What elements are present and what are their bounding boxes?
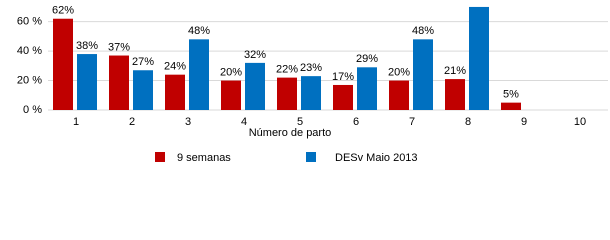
data-label: 48% — [412, 25, 434, 37]
y-tick-label: 60 % — [17, 16, 42, 28]
bar — [357, 67, 377, 110]
data-label: 27% — [132, 56, 154, 68]
data-label: 23% — [300, 62, 322, 74]
legend-label: 9 semanas — [177, 152, 231, 164]
legend-label: DESv Maio 2013 — [335, 152, 418, 164]
x-tick-label: 2 — [129, 116, 135, 128]
y-tick-label: 40 % — [17, 45, 42, 57]
bar — [469, 6, 489, 111]
data-label: 62% — [52, 5, 74, 17]
bar — [333, 84, 353, 110]
y-tick-label: 0 % — [23, 104, 42, 116]
data-label: 37% — [108, 41, 130, 53]
bar — [413, 39, 433, 111]
data-label: 20% — [388, 66, 410, 78]
data-label: 17% — [332, 71, 354, 83]
x-tick-label: 3 — [185, 116, 191, 128]
data-label: 29% — [356, 53, 378, 65]
data-label: 48% — [188, 25, 210, 37]
bar — [133, 70, 153, 110]
x-tick-label: 8 — [465, 116, 471, 128]
data-label: 32% — [244, 49, 266, 61]
bar — [189, 39, 209, 111]
bar — [501, 102, 521, 110]
data-label: 21% — [444, 65, 466, 77]
x-tick-label: 4 — [241, 116, 247, 128]
bar — [221, 80, 241, 110]
x-tick-label: 10 — [574, 116, 586, 128]
x-tick-label: 1 — [73, 116, 79, 128]
x-tick-label: 6 — [353, 116, 359, 128]
x-tick-label: 9 — [521, 116, 527, 128]
bar — [301, 76, 321, 110]
chart: Número de parto 0 %20 %40 %60 %162%38%23… — [17, 5, 608, 164]
bar — [245, 62, 265, 110]
bar — [165, 74, 185, 110]
legend-swatch — [155, 152, 165, 162]
x-tick-label: 5 — [297, 116, 303, 128]
bar — [445, 79, 465, 110]
bar — [277, 77, 297, 110]
x-tick-label: 7 — [409, 116, 415, 128]
x-axis-label: Número de parto — [249, 127, 332, 139]
bar — [389, 80, 409, 110]
data-label: 22% — [276, 64, 298, 76]
bar — [53, 18, 73, 110]
bar — [77, 54, 97, 110]
bar — [109, 55, 129, 110]
data-label: 24% — [164, 61, 186, 73]
data-label: 20% — [220, 66, 242, 78]
data-label: 38% — [76, 40, 98, 52]
legend-swatch — [306, 152, 316, 162]
data-label: 5% — [503, 89, 519, 101]
y-tick-label: 20 % — [17, 74, 42, 86]
